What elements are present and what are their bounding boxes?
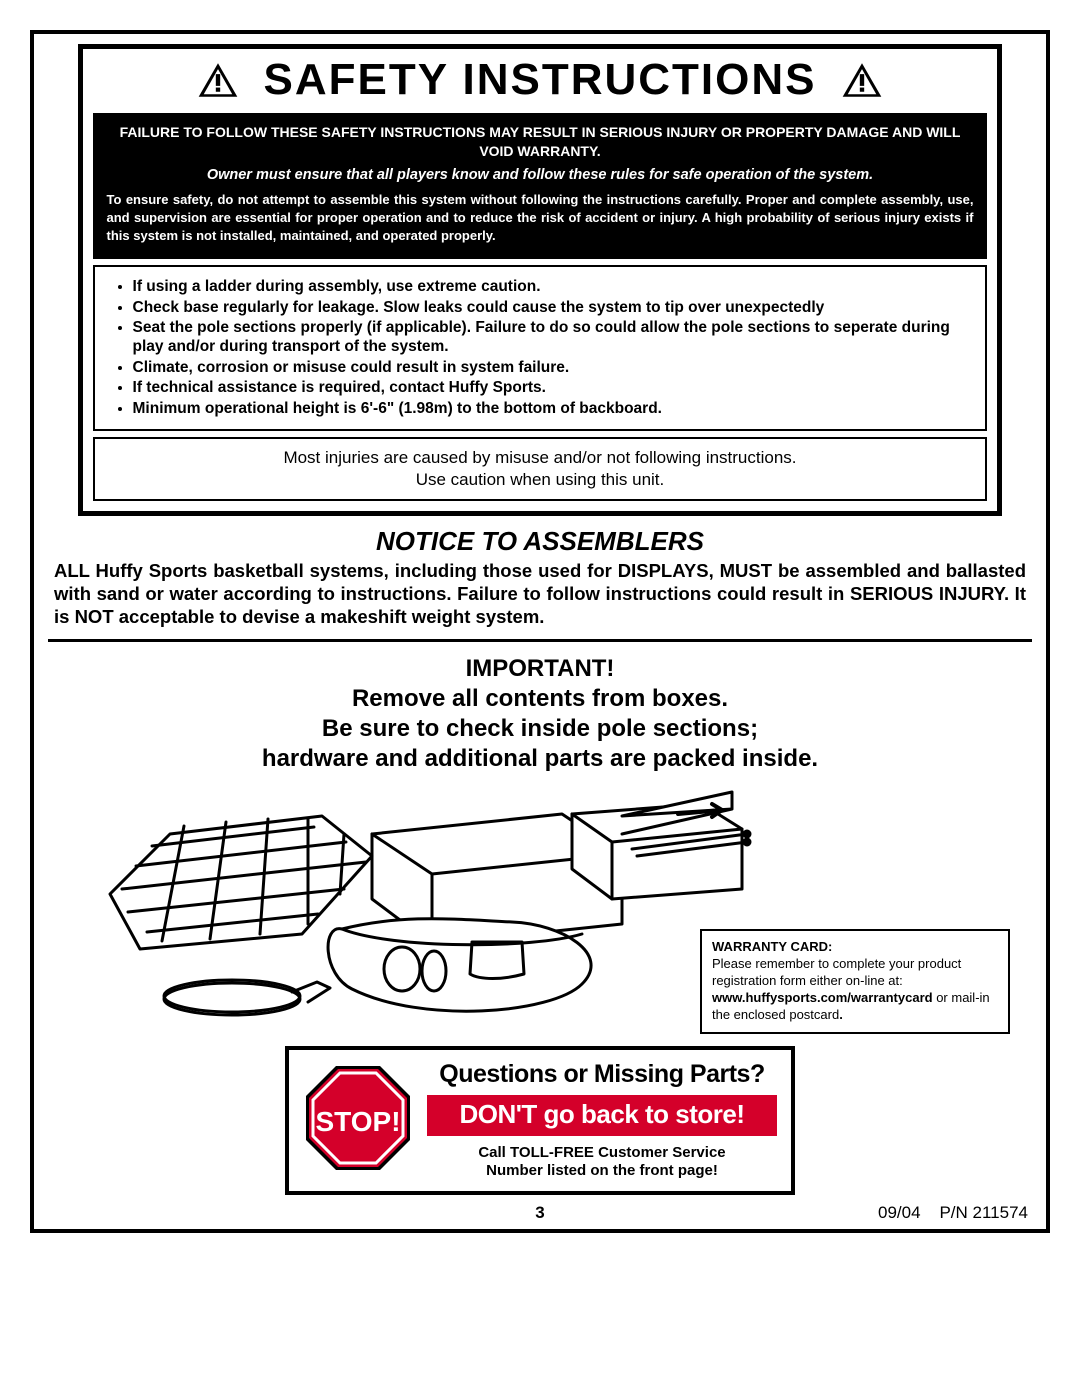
stop-callout-box: STOP! Questions or Missing Parts? DON'T … [285, 1046, 795, 1196]
safety-bullet: If technical assistance is required, con… [133, 378, 970, 397]
caution-line-1: Most injuries are caused by misuse and/o… [283, 448, 796, 467]
safety-bullet: Climate, corrosion or misuse could resul… [133, 358, 970, 377]
safety-bullet-list: If using a ladder during assembly, use e… [111, 277, 970, 418]
caution-line-2: Use caution when using this unit. [416, 470, 665, 489]
notice-heading: NOTICE TO ASSEMBLERS [48, 526, 1032, 557]
warranty-url: www.huffysports.com/warrantycard [712, 990, 933, 1005]
safety-bullet: Check base regularly for leakage. Slow l… [133, 298, 970, 317]
safety-warn-bold: FAILURE TO FOLLOW THESE SAFETY INSTRUCTI… [107, 123, 974, 161]
stop-sign-icon: STOP! [303, 1063, 413, 1178]
questions-heading: Questions or Missing Parts? [427, 1060, 777, 1089]
warranty-heading: WARRANTY CARD: [712, 939, 832, 954]
important-line: IMPORTANT! [466, 655, 615, 682]
stop-right-column: Questions or Missing Parts? DON'T go bac… [427, 1060, 777, 1182]
safety-caution-box: Most injuries are caused by misuse and/o… [93, 437, 988, 501]
safety-bullets-box: If using a ladder during assembly, use e… [93, 265, 988, 431]
important-block: IMPORTANT! Remove all contents from boxe… [48, 650, 1032, 780]
safety-warn-paragraph: To ensure safety, do not attempt to asse… [107, 191, 974, 246]
warning-triangle-icon [197, 59, 239, 101]
safety-header: SAFETY INSTRUCTIONS [83, 49, 998, 107]
footer-pn-label: P/N [939, 1203, 972, 1222]
page-footer: 3 09/04 P/N 211574 [48, 1199, 1032, 1223]
parts-illustration [92, 774, 752, 1039]
section-divider [48, 639, 1032, 642]
footer-pn: 211574 [973, 1203, 1028, 1222]
safety-bullet: Seat the pole sections properly (if appl… [133, 318, 970, 357]
warranty-text-1: Please remember to complete your product… [712, 956, 961, 988]
page-number: 3 [232, 1203, 848, 1223]
warranty-dot: . [839, 1007, 843, 1022]
toll-free-line-1: Call TOLL-FREE Customer Service [427, 1144, 777, 1163]
safety-warning-black-block: FAILURE TO FOLLOW THESE SAFETY INSTRUCTI… [93, 113, 988, 259]
parts-illustration-area: WARRANTY CARD: Please remember to comple… [48, 780, 1032, 1040]
footer-spacer [52, 1203, 232, 1223]
footer-meta: 09/04 P/N 211574 [848, 1203, 1028, 1223]
important-line: Be sure to check inside pole sections; [322, 715, 758, 742]
page-frame: SAFETY INSTRUCTIONS FAILURE TO FOLLOW TH… [30, 30, 1050, 1233]
stop-sign-text: STOP! [315, 1106, 400, 1137]
important-line: Remove all contents from boxes. [352, 685, 728, 712]
safety-instructions-box: SAFETY INSTRUCTIONS FAILURE TO FOLLOW TH… [78, 44, 1003, 516]
warranty-card-box: WARRANTY CARD: Please remember to comple… [700, 929, 1010, 1033]
safety-title: SAFETY INSTRUCTIONS [263, 55, 816, 105]
safety-warn-italic: Owner must ensure that all players know … [107, 167, 974, 183]
important-line: hardware and additional parts are packed… [262, 745, 818, 772]
toll-free-line-2: Number listed on the front page! [427, 1162, 777, 1181]
warning-triangle-icon [841, 59, 883, 101]
safety-bullet: Minimum operational height is 6'-6" (1.9… [133, 399, 970, 418]
footer-date: 09/04 [878, 1203, 921, 1222]
dont-go-back-bar: DON'T go back to store! [427, 1095, 777, 1136]
safety-bullet: If using a ladder during assembly, use e… [133, 277, 970, 296]
notice-paragraph: ALL Huffy Sports basketball systems, inc… [48, 559, 1032, 628]
